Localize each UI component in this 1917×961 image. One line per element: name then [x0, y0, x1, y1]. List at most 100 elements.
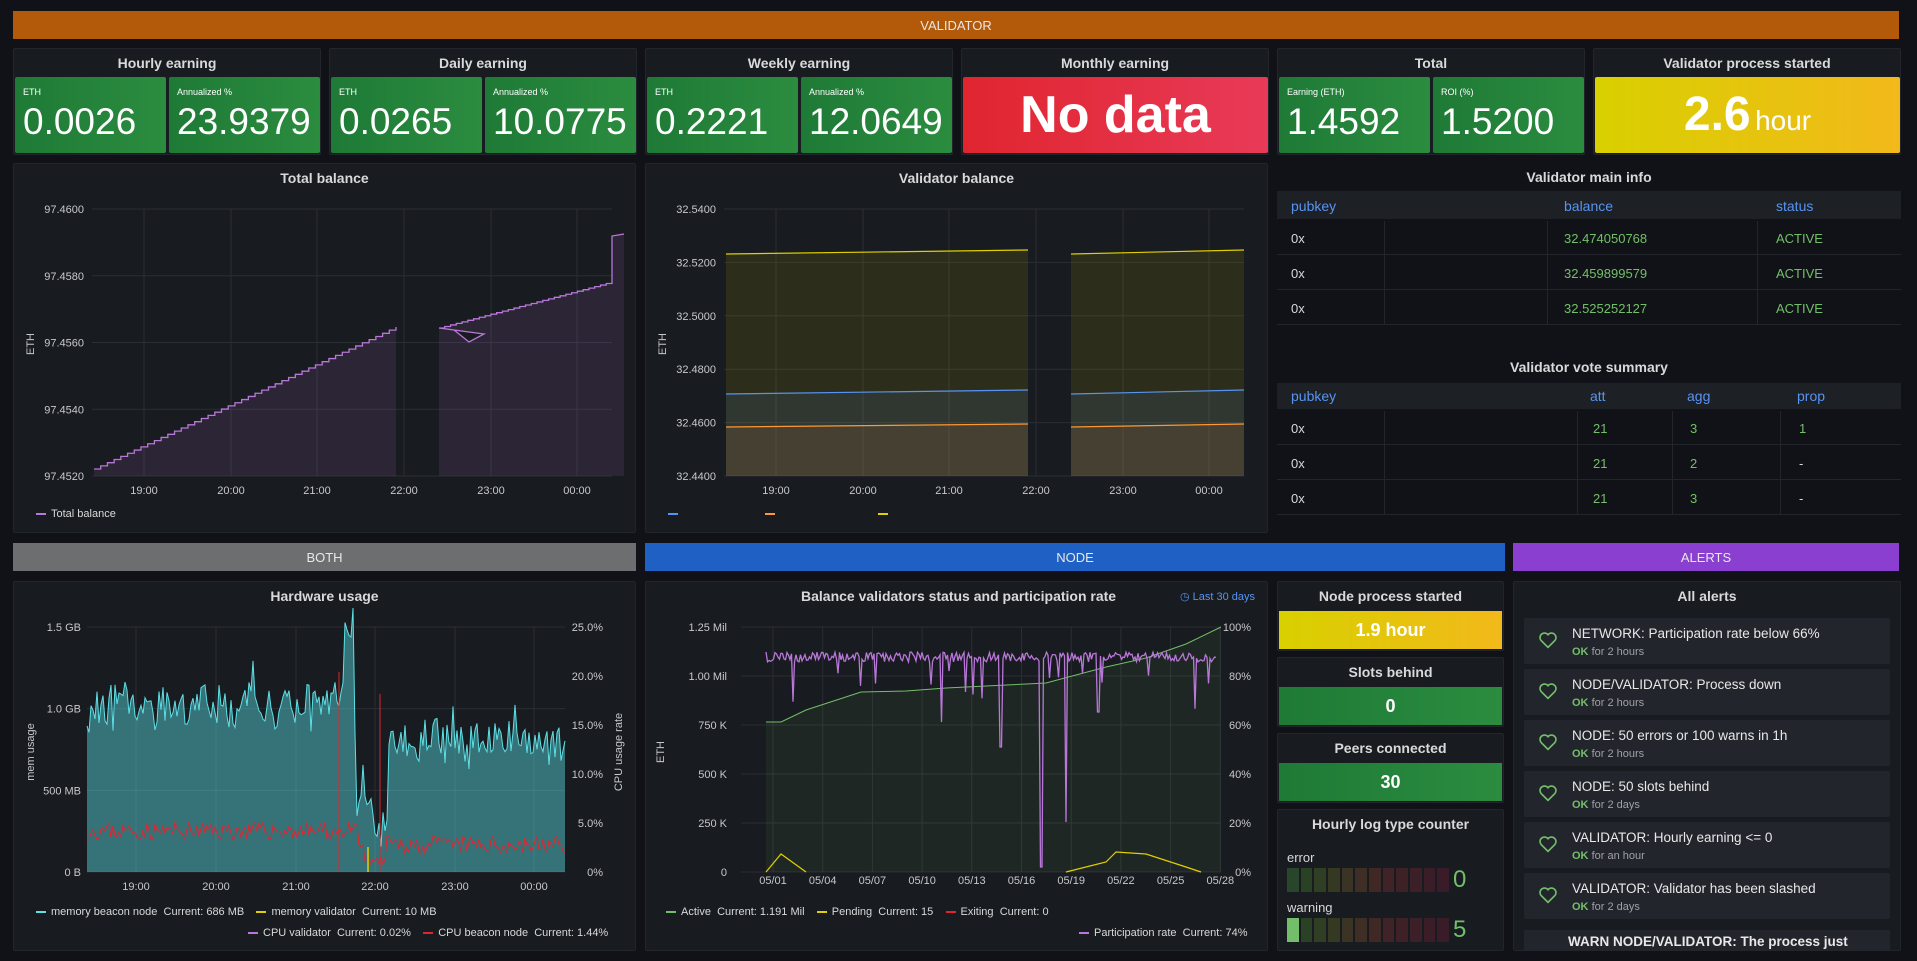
validator-main-info-panel: Validator main info pubkey balance statu…: [1277, 163, 1901, 343]
y-tick-label-left: 1.5 GB: [47, 622, 81, 634]
legend-current: Current: 1.191 Mil: [717, 906, 805, 918]
legend-label: memory validator: [271, 906, 356, 918]
alert-item[interactable]: NETWORK: Participation rate below 66% OK …: [1524, 618, 1890, 664]
hardware-legend-row1[interactable]: memory beacon node Current: 686 MB memor…: [36, 906, 437, 918]
validator-started-stat: 2.6 hour: [1595, 77, 1900, 153]
y-tick-label-left: 0: [721, 867, 727, 879]
participation-chart[interactable]: 1.25 Mil 1.00 Mil 750 K 500 K 250 K 0 100% 80% 6…: [646, 582, 1267, 950]
series-line: [1070, 389, 1245, 395]
daily-annualized-stat: Annualized % 10.0775: [485, 77, 636, 153]
col-header-agg[interactable]: agg: [1687, 388, 1711, 404]
series-area: [94, 327, 396, 476]
cell-balance: 32.459899579: [1564, 266, 1648, 281]
y-tick-label-left: 1.0 GB: [47, 704, 81, 716]
legend-label: Participation rate: [1094, 927, 1177, 939]
series-area: [1071, 390, 1244, 476]
stat-value: 0.0026: [23, 101, 137, 142]
alert-item[interactable]: VALIDATOR: Validator has been slashed OK …: [1524, 873, 1890, 919]
participation-line: [765, 649, 1217, 868]
col-divider: [1384, 411, 1385, 515]
gauge-cell: [1423, 918, 1436, 942]
cell-pubkey: 0x: [1291, 491, 1305, 506]
row-header-validator[interactable]: VALIDATOR: [13, 11, 1899, 39]
row-header-alerts[interactable]: ALERTS: [1513, 543, 1899, 571]
started-value: 2.6: [1683, 88, 1751, 141]
legend-swatch: [423, 932, 434, 935]
hourly-eth-stat: ETH 0.0026: [15, 77, 166, 153]
y-tick-label: 32.4800: [676, 364, 716, 376]
x-tick-label: 00:00: [563, 485, 591, 497]
validator-vote-summary-panel: Validator vote summary pubkey att agg pr…: [1277, 353, 1901, 533]
hardware-usage-chart[interactable]: 1.5 GB 1.0 GB 500 MB 0 B 25.0% 20.0% 15.0% 10.0…: [14, 582, 635, 950]
y-tick-label-right: 20.0%: [572, 671, 603, 683]
gauge-cell: [1287, 868, 1299, 892]
x-tick-label: 05/10: [908, 875, 936, 887]
alert-state-ok: OK: [1572, 799, 1589, 811]
legend-label: Total balance: [51, 508, 116, 520]
y-tick-label-right: 20%: [1229, 818, 1251, 830]
row-header-both[interactable]: BOTH: [13, 543, 636, 571]
participation-legend-row1[interactable]: Active Current: 1.191 Mil Pending Curren…: [666, 906, 1049, 918]
x-tick-label: 05/28: [1207, 875, 1235, 887]
col-header-pubkey[interactable]: pubkey: [1291, 198, 1337, 214]
col-header-balance[interactable]: balance: [1564, 198, 1614, 214]
hardware-legend-row2[interactable]: CPU validator Current: 0.02% CPU beacon …: [248, 927, 608, 939]
time-range-indicator[interactable]: ◷ Last 30 days: [1180, 590, 1255, 603]
series-line: [94, 327, 397, 470]
alert-item[interactable]: NODE/VALIDATOR: Process down OK for 2 hou…: [1524, 669, 1890, 715]
alert-state-ok: OK: [1572, 850, 1589, 862]
panel-title: Slots behind: [1348, 664, 1433, 680]
heart-icon: [1539, 836, 1557, 853]
alert-state-ok: OK: [1572, 748, 1589, 760]
all-alerts-panel: All alerts NETWORK: Participation rate b…: [1513, 581, 1901, 951]
total-balance-legend[interactable]: Total balance: [36, 508, 116, 520]
stat-label: ETH: [655, 87, 673, 97]
col-header-pubkey[interactable]: pubkey: [1291, 388, 1337, 404]
stat-label: ETH: [23, 87, 41, 97]
cell-pubkey: 0x: [1291, 421, 1305, 436]
y-tick-label: 32.5200: [676, 257, 716, 269]
slots-behind-stat: 0: [1279, 687, 1502, 725]
log-counter-panel: Hourly log type counter error 0 warning …: [1277, 809, 1504, 951]
y-tick-label-right: 60%: [1229, 720, 1251, 732]
warning-label: warning: [1287, 900, 1333, 915]
memory-beacon-line: [86, 607, 566, 847]
row-header-node[interactable]: NODE: [645, 543, 1505, 571]
col-header-status[interactable]: status: [1776, 198, 1814, 214]
peers-connected-panel: Peers connected 30: [1277, 733, 1504, 803]
col-header-att[interactable]: att: [1590, 388, 1606, 404]
alert-item[interactable]: VALIDATOR: Hourly earning <= 0 OK for an …: [1524, 822, 1890, 868]
gauge-cell: [1369, 918, 1381, 942]
validator-balance-chart[interactable]: 32.5400 32.5200 32.5000 32.4800 32.4600 32.44…: [646, 164, 1267, 532]
panel-title: All alerts: [1677, 588, 1737, 604]
heart-icon: [1539, 632, 1557, 649]
legend-current: Current: 15: [878, 906, 934, 918]
stat-label: ROI (%): [1441, 87, 1474, 97]
legend-swatch: [36, 513, 46, 516]
y-tick-label-left: 1.25 Mil: [688, 622, 727, 634]
stat-label: ETH: [339, 87, 357, 97]
total-balance-chart[interactable]: 97.4600 97.4580 97.4560 97.4540 97.4520 19:00…: [14, 164, 635, 532]
alert-state: OK for 2 hours: [1572, 697, 1644, 709]
alert-name: NODE: 50 errors or 100 warns in 1h: [1572, 728, 1788, 743]
panel-title: Validator balance: [898, 170, 1015, 186]
memory-beacon-area: [87, 608, 565, 872]
col-divider: [1757, 221, 1758, 325]
participation-legend-row2[interactable]: Participation rate Current: 74%: [1079, 927, 1247, 939]
pending-line: [765, 853, 807, 873]
col-header-prop[interactable]: prop: [1797, 388, 1826, 404]
alert-item[interactable]: NODE: 50 slots behind OK for 2 days: [1524, 771, 1890, 817]
x-tick-label: 20:00: [849, 485, 877, 497]
error-value: 0: [1453, 866, 1467, 893]
y-tick-label: 97.4560: [44, 338, 84, 350]
alert-item[interactable]: NODE: 50 errors or 100 warns in 1h OK for…: [1524, 720, 1890, 766]
started-unit: hour: [1755, 105, 1812, 136]
validator-started-panel: Validator process started 2.6 hour: [1593, 48, 1901, 155]
gauge-cell: [1396, 918, 1409, 942]
x-tick-label: 22:00: [361, 881, 389, 893]
weekly-annualized-stat: Annualized % 12.0649: [801, 77, 952, 153]
alert-item-partial[interactable]: WARN NODE/VALIDATOR: The process just: [1524, 930, 1890, 950]
alert-duration: for an hour: [1591, 850, 1645, 862]
active-area: [766, 627, 1221, 872]
gauge-cell: [1355, 868, 1368, 892]
